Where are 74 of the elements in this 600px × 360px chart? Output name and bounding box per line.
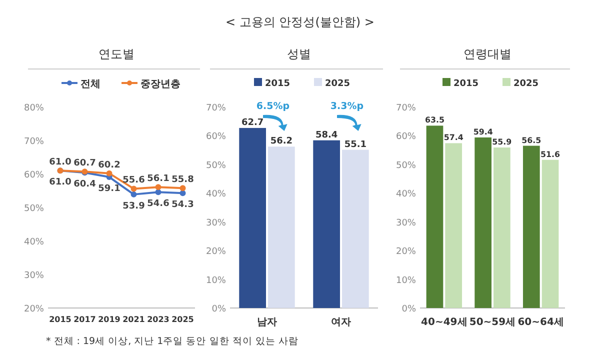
y-tick-label: 20% — [24, 304, 44, 314]
y-tick-label: 20% — [206, 247, 226, 258]
data-label: 54.6 — [147, 199, 170, 210]
bar — [522, 146, 540, 308]
point — [106, 170, 112, 176]
x-tick-label: 60~64세 — [518, 317, 564, 328]
y-tick-label: 10% — [206, 276, 226, 286]
y-tick-label: 30% — [396, 218, 416, 228]
annotation: 6.5%p — [256, 101, 290, 112]
chart-title: 성별 — [287, 47, 311, 61]
x-tick-label: 여자 — [331, 317, 351, 328]
y-tick-label: 30% — [206, 218, 226, 228]
y-tick-label: 40% — [24, 238, 44, 248]
y-tick-label: 60% — [396, 132, 416, 142]
x-tick-label: 2023 — [147, 315, 170, 324]
data-label: 53.9 — [122, 201, 145, 212]
data-label: 56.2 — [270, 136, 293, 147]
data-label: 60.2 — [98, 160, 120, 170]
point — [130, 191, 137, 198]
y-tick-label: 50% — [396, 160, 416, 171]
y-tick-label: 30% — [24, 271, 44, 281]
data-label: 54.3 — [172, 200, 194, 210]
text: * 전체 : 19세 이상, 지난 1주일 동안 일한 적이 있는 사람 — [46, 336, 298, 347]
y-tick-label: 0% — [402, 304, 416, 314]
data-label: 55.6 — [122, 176, 145, 186]
legend-label: 2025 — [514, 79, 539, 89]
y-tick-label: 40% — [206, 190, 226, 200]
data-label: 55.1 — [344, 140, 367, 150]
data-label: 58.4 — [315, 130, 338, 140]
data-label: 60.4 — [74, 180, 96, 190]
y-tick-label: 70% — [396, 104, 416, 114]
x-tick-label: 남자 — [257, 317, 277, 328]
bar — [426, 126, 444, 308]
y-tick-label: 20% — [396, 247, 416, 258]
bar — [474, 137, 492, 308]
y-tick-label: 50% — [24, 204, 44, 214]
bar — [494, 147, 510, 308]
y-tick-label: 50% — [206, 160, 226, 171]
y-tick-label: 70% — [24, 137, 44, 147]
x-tick-label: 2017 — [74, 315, 96, 324]
text: < 고용의 안정성(불안함) > — [226, 15, 374, 29]
y-tick-label: 40% — [396, 190, 416, 200]
data-label: 62.7 — [241, 118, 264, 128]
legend-label: 2015 — [265, 79, 290, 89]
data-label: 61.0 — [49, 178, 72, 188]
chart-title: 연도별 — [98, 47, 134, 61]
annotation: 3.3%p — [330, 101, 364, 112]
legend-label: 2015 — [454, 79, 479, 89]
y-tick-label: 10% — [396, 276, 416, 286]
y-tick-label: 60% — [24, 170, 44, 180]
legend-label: 전체 — [80, 79, 100, 90]
data-label: 55.8 — [172, 175, 194, 186]
y-tick-label: 60% — [206, 132, 226, 142]
y-tick-label: 0% — [212, 304, 226, 314]
chart-title: 연령대별 — [464, 47, 512, 61]
legend-label: 중장년층 — [140, 79, 180, 90]
x-tick-label: 2021 — [122, 315, 146, 324]
y-tick-label: 70% — [206, 104, 226, 114]
x-tick-label: 2025 — [172, 315, 194, 324]
bar — [542, 160, 559, 308]
x-tick-label: 50~59세 — [469, 317, 516, 328]
data-label: 61.0 — [49, 158, 72, 168]
x-tick-label: 40~49세 — [421, 317, 468, 328]
x-tick-label: 2019 — [98, 315, 121, 324]
point — [180, 185, 186, 192]
y-tick-label: 80% — [24, 104, 44, 114]
data-label: 56.1 — [147, 174, 170, 184]
point — [155, 184, 162, 190]
data-label: 60.7 — [74, 158, 96, 169]
bar — [445, 143, 462, 308]
data-label: 59.1 — [98, 184, 120, 194]
legend-label: 2025 — [325, 79, 350, 89]
point — [130, 186, 137, 192]
x-tick-label: 2015 — [49, 315, 72, 324]
